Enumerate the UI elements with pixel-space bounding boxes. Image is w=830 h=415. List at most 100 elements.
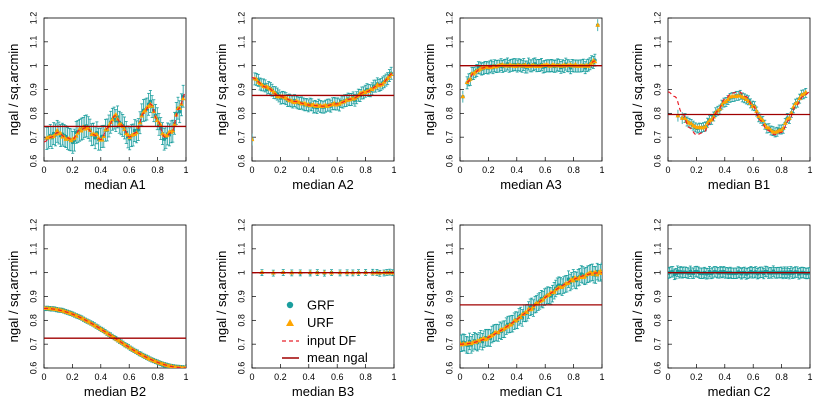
- y-tick-label: 0.8: [444, 107, 454, 120]
- x-tick-label: 0.6: [539, 372, 552, 382]
- urf-point: [180, 96, 186, 101]
- urf-point: [756, 113, 762, 118]
- plot-area: [460, 262, 602, 354]
- y-axis-label: ngal / sq.arcmin: [6, 44, 21, 136]
- chart-panel-8: 0.6 0.7 0.8 0.9 1 1.1 1.2 0 0.2 0.4 0.6 0.8 1 median …: [630, 219, 813, 399]
- urf-point: [778, 127, 784, 133]
- urf-point: [524, 309, 530, 315]
- urf-point: [184, 365, 186, 368]
- urf-point: [570, 278, 576, 283]
- y-axis-label: ngal / sq.arcmin: [6, 251, 21, 343]
- urf-point: [711, 114, 717, 119]
- urf-point: [87, 127, 93, 132]
- x-tick-label: 0.8: [567, 165, 580, 175]
- y-tick-label: 1.1: [444, 243, 454, 256]
- chart-panel-3: 0.6 0.7 0.8 0.9 1 1.1 1.2 0 0.2 0.4 0.6 0.8 1 median …: [422, 12, 605, 192]
- urf-point: [381, 79, 387, 84]
- y-tick-label: 1.2: [652, 219, 662, 232]
- urf-point: [252, 136, 255, 142]
- y-tick-label: 1.1: [236, 243, 246, 256]
- x-tick-label: 0.6: [331, 165, 344, 175]
- urf-point: [551, 289, 557, 294]
- x-axis-label: median C2: [708, 384, 771, 399]
- y-tick-label: 0.6: [652, 362, 662, 375]
- urf-point: [744, 96, 749, 102]
- plot-area: [44, 84, 186, 154]
- x-tick-label: 0.6: [747, 372, 760, 382]
- urf-point: [491, 331, 496, 337]
- plot-area: [252, 268, 394, 277]
- urf-point: [142, 108, 148, 113]
- y-tick-label: 0.7: [28, 338, 38, 351]
- input-df-curve: [252, 72, 394, 107]
- plot-frame: [459, 17, 603, 162]
- legend-grf-marker: [286, 301, 294, 309]
- grf-point: [148, 99, 153, 104]
- chart-panel-1: 0.6 0.7 0.8 0.9 1 1.1 1.2 0 0.2 0.4 0.6 0.8 1 median …: [6, 12, 189, 192]
- y-tick-label: 0.8: [652, 107, 662, 120]
- urf-point: [273, 91, 278, 96]
- y-tick-label: 0.6: [652, 155, 662, 168]
- plot-frame: [667, 17, 811, 162]
- y-tick-label: 1.2: [28, 12, 38, 25]
- y-tick-label: 0.9: [28, 290, 38, 303]
- legend-urf-marker: [286, 319, 294, 326]
- y-tick-label: 0.6: [444, 362, 454, 375]
- x-tick-label: 1: [183, 372, 188, 382]
- urf-point: [78, 128, 84, 133]
- y-tick-label: 0.8: [236, 107, 246, 120]
- x-tick-label: 0.8: [775, 165, 788, 175]
- plot-frame: [459, 224, 603, 369]
- y-tick-label: 1.2: [444, 12, 454, 25]
- urf-point: [529, 306, 535, 311]
- y-tick-label: 1.1: [28, 243, 38, 256]
- y-tick-label: 0.7: [28, 131, 38, 144]
- y-tick-label: 1: [28, 270, 38, 275]
- y-tick-label: 0.6: [28, 362, 38, 375]
- urf-point: [58, 130, 64, 136]
- y-tick-label: 1.2: [236, 219, 246, 232]
- x-tick-label: 0: [41, 372, 46, 382]
- plot-area: [668, 265, 810, 281]
- chart-panel-7: 0.6 0.7 0.8 0.9 1 1.1 1.2 0 0.2 0.4 0.6 0.8 1 median …: [422, 219, 605, 399]
- x-tick-label: 0.8: [359, 372, 372, 382]
- chart-panel-2: 0.6 0.7 0.8 0.9 1 1.1 1.2 0 0.2 0.4 0.6 0.8 1 median …: [214, 12, 397, 192]
- plot-area: [44, 305, 186, 368]
- urf-point: [784, 116, 790, 121]
- urf-point: [793, 101, 798, 106]
- legend-mean-label: mean ngal: [307, 350, 368, 365]
- x-tick-label: 0: [457, 372, 462, 382]
- plot-frame: [667, 224, 811, 369]
- y-tick-label: 0.7: [236, 131, 246, 144]
- x-tick-label: 0.2: [66, 372, 79, 382]
- urf-point: [158, 122, 164, 127]
- y-tick-label: 0.8: [28, 314, 38, 327]
- y-axis-label: ngal / sq.arcmin: [630, 251, 645, 343]
- x-tick-label: 0.6: [331, 372, 344, 382]
- x-tick-label: 0: [249, 372, 254, 382]
- y-tick-label: 1.2: [444, 219, 454, 232]
- x-tick-label: 0.8: [359, 165, 372, 175]
- grf-point: [136, 127, 141, 132]
- y-tick-label: 0.9: [444, 83, 454, 96]
- legend: GRF URF input DF mean ngal: [282, 298, 368, 365]
- y-tick-label: 1.1: [444, 36, 454, 49]
- urf-point: [75, 130, 81, 135]
- x-tick-label: 0.8: [567, 372, 580, 382]
- urf-point: [259, 269, 265, 274]
- x-tick-label: 0: [665, 372, 670, 382]
- legend-urf-label: URF: [307, 315, 334, 330]
- chart-panel-4: 0.6 0.7 0.8 0.9 1 1.1 1.2 0 0.2 0.4 0.6 0.8 1 median …: [630, 12, 813, 192]
- y-tick-label: 1.2: [28, 219, 38, 232]
- x-tick-label: 0.2: [482, 165, 495, 175]
- x-axis-label: median A2: [292, 177, 353, 192]
- y-tick-label: 1.1: [236, 36, 246, 49]
- y-tick-label: 0.6: [28, 155, 38, 168]
- y-tick-label: 0.9: [652, 290, 662, 303]
- urf-point: [752, 104, 757, 109]
- y-tick-label: 1: [236, 63, 246, 68]
- x-axis-label: median B3: [292, 384, 354, 399]
- x-tick-label: 0.6: [747, 165, 760, 175]
- x-tick-label: 0.6: [123, 165, 136, 175]
